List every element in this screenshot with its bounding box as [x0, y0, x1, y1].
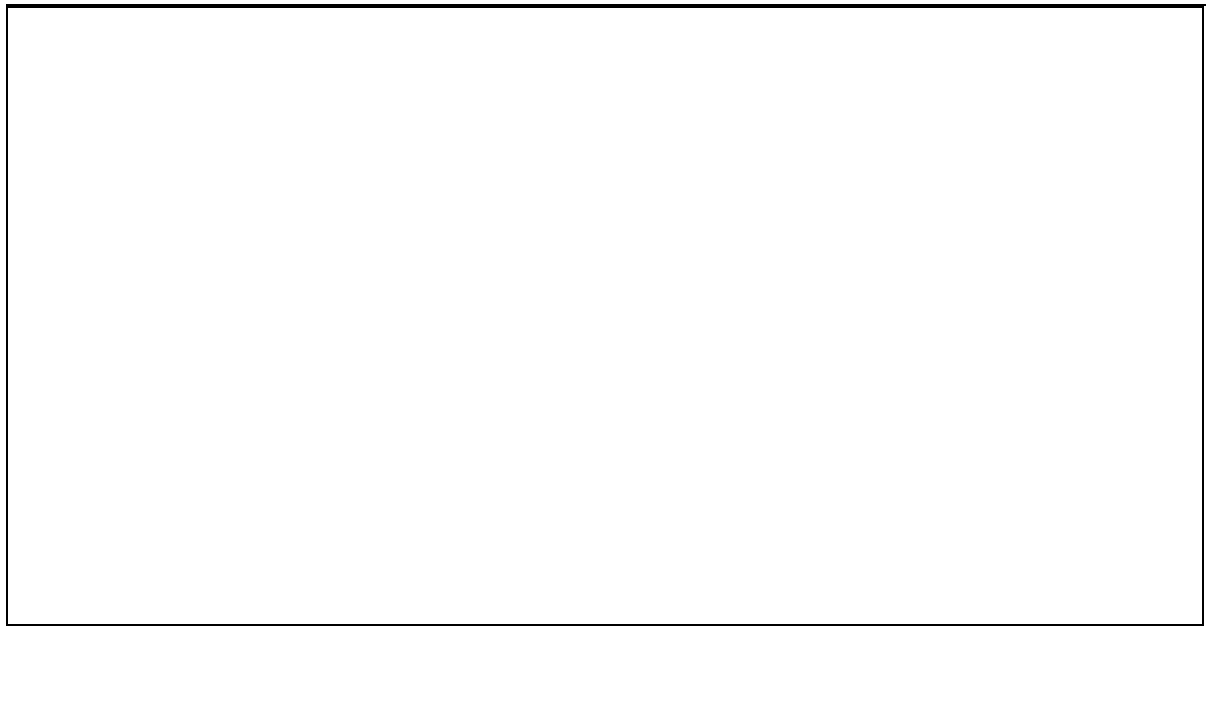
plot-frame — [6, 6, 1204, 626]
chart-svg — [8, 8, 308, 158]
chart-source — [6, 626, 1204, 628]
